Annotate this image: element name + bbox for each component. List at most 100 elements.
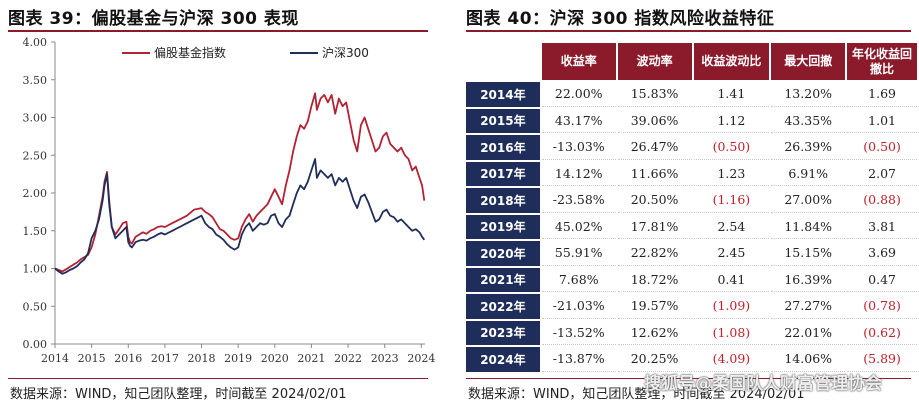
- y-tick-label: 1.00: [23, 263, 48, 276]
- cell-return-drawdown-ratio: (0.78): [847, 294, 917, 319]
- row-label-year: 2024年: [466, 347, 540, 372]
- cell-return: 14.12%: [541, 162, 616, 186]
- col-header-return-vol-ratio: 收益波动比: [693, 43, 770, 80]
- table-row: 2015年 43.17% 39.06% 1.12 43.35% 1.01: [466, 108, 917, 133]
- cell-return-vol-ratio: (1.09): [693, 294, 770, 319]
- col-header-return: 收益率: [541, 43, 616, 80]
- col-header-volatility: 波动率: [617, 43, 692, 80]
- cell-volatility: 20.25%: [617, 347, 692, 372]
- cell-volatility: 11.66%: [617, 162, 692, 186]
- row-label-year: 2014年: [466, 82, 540, 107]
- risk-return-table: 收益率 波动率 收益波动比 最大回撤 年化收益回撤比 2014年 22.00% 15…: [464, 41, 919, 374]
- y-tick-label: 1.50: [23, 225, 48, 238]
- y-tick-label: 3.00: [23, 112, 48, 125]
- cell-volatility: 15.83%: [617, 82, 692, 107]
- cell-return-drawdown-ratio: (0.50): [847, 135, 917, 160]
- cell-return: 43.17%: [541, 109, 616, 133]
- cell-return: 45.02%: [541, 215, 616, 239]
- cell-return-vol-ratio: (4.09): [693, 347, 770, 372]
- cell-return: -13.87%: [541, 347, 616, 372]
- y-tick-label: 0.00: [23, 338, 48, 351]
- line-chart: 0.00 0.50 1.00 1.50 2.00 2.50 3.00 3.50 4.00 2014…: [23, 36, 436, 365]
- table-row: 2024年 -13.87% 20.25% (4.09) 14.06% (5.89): [466, 347, 917, 372]
- cell-max-drawdown: 27.00%: [771, 188, 846, 213]
- cell-max-drawdown: 14.06%: [771, 347, 846, 372]
- row-label-year: 2022年: [466, 294, 540, 319]
- right-figure-title: 图表 40：沪深 300 指数风险收益特征: [466, 9, 775, 29]
- table-header-row: 收益率 波动率 收益波动比 最大回撤 年化收益回撤比: [466, 43, 917, 80]
- cell-return: 22.00%: [541, 82, 616, 107]
- row-label-year: 2016年: [466, 135, 540, 160]
- cell-volatility: 39.06%: [617, 109, 692, 133]
- y-tick-label: 4.00: [23, 36, 48, 49]
- cell-max-drawdown: 22.01%: [771, 321, 846, 345]
- col-header-return-drawdown-ratio: 年化收益回撤比: [847, 43, 917, 80]
- cell-max-drawdown: 13.20%: [771, 82, 846, 107]
- cell-max-drawdown: 11.84%: [771, 215, 846, 239]
- left-source-rule: [8, 378, 428, 379]
- x-tick-label: 2015: [78, 352, 106, 365]
- cell-return-vol-ratio: 2.45: [693, 241, 770, 266]
- left-figure-title: 图表 39：偏股基金与沪深 300 表现: [8, 9, 299, 29]
- table-corner: [466, 43, 540, 80]
- row-label-year: 2019年: [466, 214, 540, 239]
- table-row: 2021年 7.68% 18.72% 0.41 16.39% 0.47: [466, 267, 917, 292]
- chart-legend: 偏股基金指数 沪深300: [122, 45, 369, 60]
- cell-max-drawdown: 16.39%: [771, 268, 846, 292]
- table-row: 2018年 -23.58% 20.50% (1.16) 27.00% (0.88): [466, 188, 917, 213]
- table-row: 2022年 -21.03% 19.57% (1.09) 27.27% (0.78): [466, 294, 917, 319]
- cell-return-drawdown-ratio: 0.47: [847, 268, 917, 292]
- legend-label-hs300: 沪深300: [322, 46, 369, 60]
- x-tick-label: 2020: [261, 352, 289, 365]
- cell-return-vol-ratio: 2.54: [693, 215, 770, 239]
- cell-return: -21.03%: [541, 294, 616, 319]
- right-source-note: 数据来源：WIND，知己团队整理，时间截至 2024/02/01: [468, 387, 805, 402]
- x-tick-label: 2018: [188, 352, 216, 365]
- cell-return: 7.68%: [541, 268, 616, 292]
- cell-max-drawdown: 6.91%: [771, 162, 846, 186]
- cell-return-vol-ratio: (1.08): [693, 321, 770, 345]
- table-row: 2014年 22.00% 15.83% 1.41 13.20% 1.69: [466, 82, 917, 107]
- series-line-hs300: [54, 158, 426, 275]
- series-layer: [54, 92, 426, 275]
- cell-return: 55.91%: [541, 241, 616, 266]
- cell-volatility: 17.81%: [617, 215, 692, 239]
- y-tick-label: 3.50: [23, 74, 48, 87]
- chart-axes: 0.00 0.50 1.00 1.50 2.00 2.50 3.00 3.50 4.00 2014…: [23, 36, 436, 365]
- row-label-year: 2023年: [466, 320, 540, 345]
- cell-max-drawdown: 27.27%: [771, 294, 846, 319]
- cell-return: -13.03%: [541, 135, 616, 160]
- row-label-year: 2018年: [466, 188, 540, 213]
- cell-return-drawdown-ratio: 1.01: [847, 109, 917, 133]
- x-tick-label: 2022: [334, 352, 362, 365]
- cell-return: -23.58%: [541, 188, 616, 213]
- cell-return-drawdown-ratio: (0.88): [847, 188, 917, 213]
- cell-return-drawdown-ratio: 2.07: [847, 162, 917, 186]
- row-label-year: 2020年: [466, 241, 540, 266]
- table-row: 2020年 55.91% 22.82% 2.45 15.15% 3.69: [466, 241, 917, 266]
- y-tick-label: 0.50: [23, 300, 48, 313]
- row-label-year: 2017年: [466, 161, 540, 186]
- cell-max-drawdown: 26.39%: [771, 135, 846, 160]
- y-tick-label: 2.00: [23, 187, 48, 200]
- x-tick-label: 2019: [224, 352, 252, 365]
- x-tick-label: 2017: [151, 352, 179, 365]
- cell-volatility: 22.82%: [617, 241, 692, 266]
- x-tick-label: 2014: [41, 352, 69, 365]
- cell-return-vol-ratio: 0.41: [693, 268, 770, 292]
- legend-label-fund: 偏股基金指数: [154, 45, 226, 60]
- table-row: 2016年 -13.03% 26.47% (0.50) 26.39% (0.50): [466, 135, 917, 160]
- cell-return-drawdown-ratio: (0.62): [847, 321, 917, 345]
- table-row: 2019年 45.02% 17.81% 2.54 11.84% 3.81: [466, 214, 917, 239]
- cell-volatility: 26.47%: [617, 135, 692, 160]
- y-tick-label: 2.50: [23, 149, 48, 162]
- x-tick-label: 2024: [407, 352, 435, 365]
- table-body: 2014年 22.00% 15.83% 1.41 13.20% 1.69 2015年 43.1…: [466, 82, 917, 372]
- cell-volatility: 20.50%: [617, 188, 692, 213]
- cell-return-drawdown-ratio: (5.89): [847, 347, 917, 372]
- cell-volatility: 12.62%: [617, 321, 692, 345]
- cell-volatility: 19.57%: [617, 294, 692, 319]
- right-title-rule: [466, 30, 911, 32]
- left-title-rule: [8, 30, 428, 32]
- x-tick-label: 2023: [371, 352, 399, 365]
